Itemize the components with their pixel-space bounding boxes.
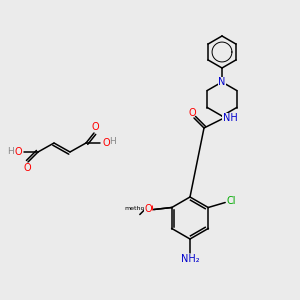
Text: H: H bbox=[8, 146, 14, 155]
Text: Cl: Cl bbox=[226, 196, 236, 206]
Text: O: O bbox=[23, 163, 31, 173]
Text: H: H bbox=[110, 137, 116, 146]
Text: NH: NH bbox=[223, 113, 237, 123]
Text: O: O bbox=[102, 138, 110, 148]
Text: O: O bbox=[144, 205, 152, 214]
Text: O: O bbox=[188, 108, 196, 118]
Text: O: O bbox=[14, 147, 22, 157]
Text: NH₂: NH₂ bbox=[181, 254, 199, 264]
Text: N: N bbox=[218, 77, 226, 87]
Text: O: O bbox=[91, 122, 99, 132]
Text: O: O bbox=[145, 205, 153, 214]
Text: methoxy: methoxy bbox=[124, 206, 152, 211]
Text: N: N bbox=[218, 77, 226, 87]
